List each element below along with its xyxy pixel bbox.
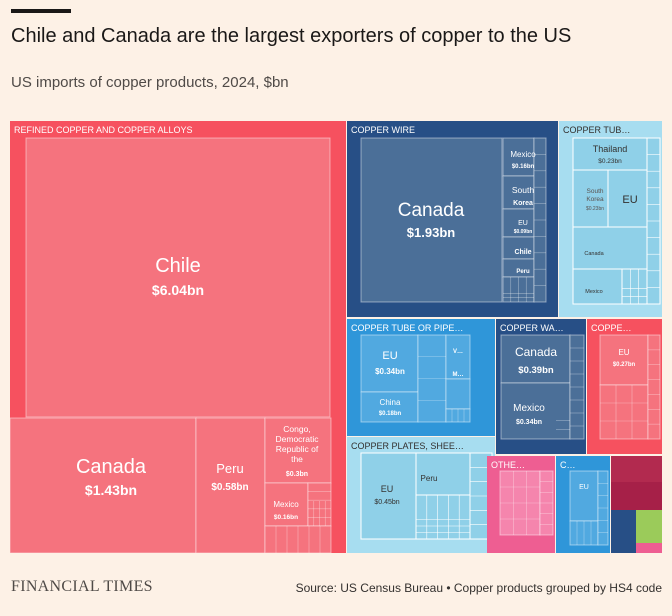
cell-pipe-eu [360, 334, 419, 393]
treemap-svg: REFINED COPPER AND COPPER ALLOYS Chile $6.… [10, 121, 662, 553]
label-refined-peru: Peru [216, 461, 243, 476]
label-refined-congo-line-1: Democratic [276, 434, 320, 444]
value-wire-mexico: $0.16bn [512, 164, 535, 170]
cell-plates-eu [360, 452, 417, 540]
cell-coppe-other [599, 384, 649, 440]
cell-pipe-m [445, 378, 471, 410]
cell-pipe-rest [445, 408, 471, 423]
cell-tub-eu [607, 169, 648, 228]
cell-tub-canada [572, 226, 648, 270]
chart-title: Chile and Canada are the largest exporte… [11, 25, 572, 47]
group-label-copper-tub: COPPER TUB… [563, 125, 630, 135]
value-pipe-eu: $0.34bn [375, 367, 405, 376]
group-label-c: C… [560, 460, 576, 470]
cell-refined-canada [10, 417, 197, 553]
value-refined-peru: $0.58bn [211, 482, 248, 493]
group-label-other: OTHE… [491, 460, 525, 470]
label-tub-thailand: Thailand [593, 144, 628, 154]
value-plates-eu: $0.45bn [374, 499, 399, 506]
cell-c-eu [569, 470, 599, 522]
value-refined-chile: $6.04bn [152, 282, 204, 298]
group-label-coppe: COPPE… [591, 323, 632, 333]
label-wa-canada: Canada [515, 345, 557, 359]
label-wire-korea-2: Korea [513, 200, 533, 207]
value-refined-congo: $0.3bn [286, 471, 308, 478]
cell-wire-2 [502, 208, 535, 238]
group-small-navy [611, 510, 636, 553]
cell-refined-small [264, 525, 332, 553]
source-note: Source: US Census Bureau • Copper produc… [295, 581, 662, 595]
label-tub-korea-2: Korea [586, 196, 604, 203]
cell-tub-thailand [572, 137, 648, 171]
label-plates-peru: Peru [421, 474, 438, 483]
label-tub-eu: EU [622, 194, 637, 206]
value-wa-mexico: $0.34bn [516, 419, 542, 426]
label-plates-eu: EU [381, 484, 394, 494]
value-wire-canada: $1.93bn [407, 225, 455, 240]
cell-coppe-tail [647, 334, 661, 440]
label-refined-chile: Chile [155, 255, 201, 277]
cell-plates-peru [415, 452, 471, 496]
group-label-copper-wire: COPPER WIRE [351, 125, 415, 135]
label-wire-korea-1: South [512, 185, 534, 195]
label-pipe-china: China [380, 398, 401, 407]
cell-refined-congo [264, 417, 332, 484]
label-coppe-eu: EU [618, 348, 629, 357]
value-wire-eu: $0.09bn [514, 229, 533, 235]
group-small-maroon-1 [611, 456, 662, 482]
label-tub-korea-1: South [587, 188, 604, 195]
cell-plates-rest [415, 494, 471, 540]
group-label-copper-plates: COPPER PLATES, SHEE… [351, 441, 464, 451]
treemap-chart: REFINED COPPER AND COPPER ALLOYS Chile $6.… [10, 121, 662, 553]
label-wire-mexico: Mexico [510, 150, 536, 159]
cell-refined-chile [25, 137, 331, 418]
value-coppe-eu: $0.27bn [613, 362, 636, 368]
group-small-maroon-2 [611, 482, 662, 510]
cell-pipe-china [360, 391, 419, 423]
label-wire-chile: Chile [514, 249, 531, 256]
label-tub-mexico: Mexico [585, 289, 602, 295]
value-pipe-china: $0.18bn [379, 411, 402, 417]
label-wire-peru: Peru [516, 269, 530, 275]
value-wa-canada: $0.39bn [518, 365, 554, 376]
cell-tub-korea [572, 169, 609, 228]
group-small-green [636, 510, 662, 543]
label-refined-congo-line-0: Congo, [283, 424, 310, 434]
cell-pipe-mid [417, 334, 447, 423]
cell-wire-0 [502, 137, 535, 177]
label-pipe-m: M… [453, 372, 464, 378]
cell-c-tail [597, 470, 609, 546]
cell-refined-mexico [264, 482, 309, 527]
label-refined-canada: Canada [76, 456, 147, 478]
group-small-pink [636, 543, 662, 553]
cell-other-main [499, 470, 541, 536]
chart-subtitle: US imports of copper products, 2024, $bn [11, 74, 289, 91]
label-wire-eu: EU [518, 220, 528, 227]
value-tub-korea: $0.23bn [586, 206, 604, 212]
label-refined-congo-line-2: Republic of [276, 444, 319, 454]
cell-tub-rest [621, 268, 648, 305]
value-tub-thailand: $0.23bn [598, 158, 622, 165]
group-label-copper-tube-pipe: COPPER TUBE OR PIPE… [351, 323, 463, 333]
cell-wire-canada [360, 137, 503, 303]
label-c-eu: EU [579, 484, 589, 491]
group-label-copper-wa: COPPER WA… [500, 323, 564, 333]
label-wa-mexico: Mexico [513, 403, 545, 414]
publisher-logo: FINANCIAL TIMES [11, 578, 153, 595]
value-refined-canada: $1.43bn [85, 482, 137, 498]
cell-wa-tail [569, 334, 585, 440]
label-pipe-v: V… [453, 349, 463, 355]
value-refined-mexico: $0.16bn [274, 514, 298, 521]
cell-c-rest [569, 520, 599, 546]
label-pipe-eu: EU [382, 350, 397, 362]
label-refined-congo-line-3: the [291, 454, 303, 464]
cell-other-tail [539, 470, 554, 536]
cell-coppe-eu [599, 334, 649, 386]
label-wire-canada: Canada [398, 200, 465, 221]
label-tub-canada: Canada [584, 251, 604, 257]
group-label-refined-copper: REFINED COPPER AND COPPER ALLOYS [14, 125, 193, 135]
masthead-rule [11, 9, 71, 13]
label-refined-mexico: Mexico [273, 500, 299, 509]
cell-wire-tail [533, 137, 547, 303]
